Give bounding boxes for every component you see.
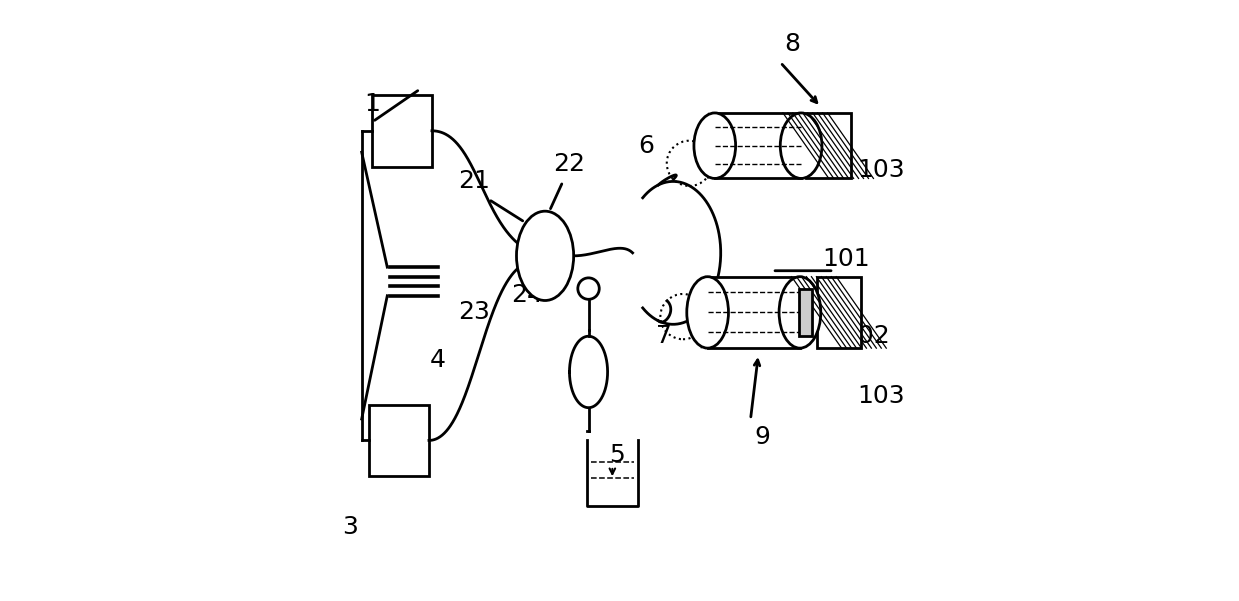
Ellipse shape: [781, 113, 821, 178]
Text: 23: 23: [457, 300, 489, 325]
Bar: [817, 276, 861, 348]
Bar: [799, 289, 812, 335]
Bar: [805, 113, 850, 178]
Text: 2: 2: [532, 217, 548, 241]
Bar: [715, 113, 802, 178]
Text: 22: 22: [553, 151, 585, 175]
Text: 9: 9: [755, 426, 771, 450]
Ellipse shape: [517, 211, 574, 300]
Bar: [707, 276, 800, 348]
Bar: [373, 95, 432, 166]
Text: 7: 7: [657, 324, 672, 348]
Text: 21: 21: [457, 169, 489, 194]
Text: 5: 5: [608, 444, 624, 468]
Text: 3: 3: [342, 515, 358, 538]
Text: 102: 102: [843, 324, 891, 348]
Ellipse shape: [686, 276, 729, 348]
Text: 4: 4: [430, 348, 446, 372]
Text: 8: 8: [784, 32, 800, 56]
Ellipse shape: [694, 113, 736, 178]
Text: 6: 6: [638, 133, 654, 157]
Circle shape: [577, 278, 600, 299]
Text: 103: 103: [857, 384, 906, 407]
Ellipse shape: [779, 276, 820, 348]
Text: 24: 24: [512, 282, 543, 307]
Bar: [369, 404, 429, 476]
Text: 1: 1: [364, 92, 380, 116]
Text: 101: 101: [821, 247, 870, 271]
Text: 103: 103: [857, 157, 906, 182]
